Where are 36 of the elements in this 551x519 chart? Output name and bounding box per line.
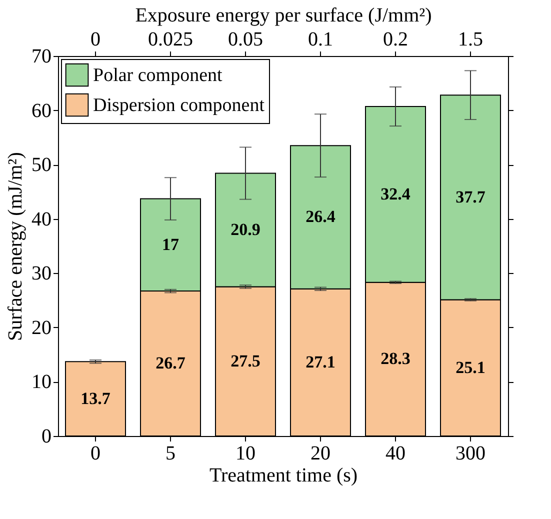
legend-label: Dispersion component <box>93 95 266 116</box>
data-label: 27.5 <box>230 351 260 370</box>
annotation: 0.2 <box>383 28 408 50</box>
annotation: 0.025 <box>148 28 193 50</box>
data-label: 13.7 <box>80 388 111 408</box>
y-tick-label: 20 <box>32 316 52 339</box>
data-label: 26.4 <box>306 207 336 226</box>
y-tick-label: 30 <box>32 262 52 285</box>
data-label: 17 <box>162 234 180 254</box>
data-label: 27.1 <box>306 352 336 372</box>
x-tick-label: 10 <box>236 442 256 464</box>
data-label: 25.1 <box>456 358 486 377</box>
x-axis-title: Treatment time (s) <box>209 464 358 486</box>
y-tick-label: 70 <box>32 46 52 68</box>
data-label: 37.7 <box>456 187 486 206</box>
x2-axis-title: Exposure energy per surface (J/mm²) <box>135 4 432 26</box>
data-label: 20.9 <box>230 220 260 239</box>
y-tick-label: 50 <box>32 154 52 176</box>
y-tick-label: 10 <box>32 371 52 394</box>
annotation: 1.5 <box>458 28 483 50</box>
data-label: 32.4 <box>380 184 411 204</box>
y-tick-label: 0 <box>42 426 52 448</box>
data-label: 26.7 <box>156 354 186 373</box>
data-label: 28.3 <box>380 349 410 368</box>
y-tick-label: 40 <box>32 208 52 230</box>
x-tick-label: 40 <box>386 442 406 464</box>
x-tick-label: 300 <box>456 442 486 464</box>
x-tick-label: 5 <box>166 442 176 464</box>
x-tick-label: 20 <box>310 442 330 464</box>
annotation: 0 <box>90 28 100 50</box>
y-tick-label: 60 <box>32 100 52 122</box>
annotation: 0.1 <box>308 28 333 50</box>
x-tick-label: 0 <box>90 442 100 464</box>
legend-label: Polar component <box>93 65 223 86</box>
y-axis-title: Surface energy (mJ/m²) <box>4 152 26 341</box>
annotation: 0.05 <box>228 28 263 50</box>
